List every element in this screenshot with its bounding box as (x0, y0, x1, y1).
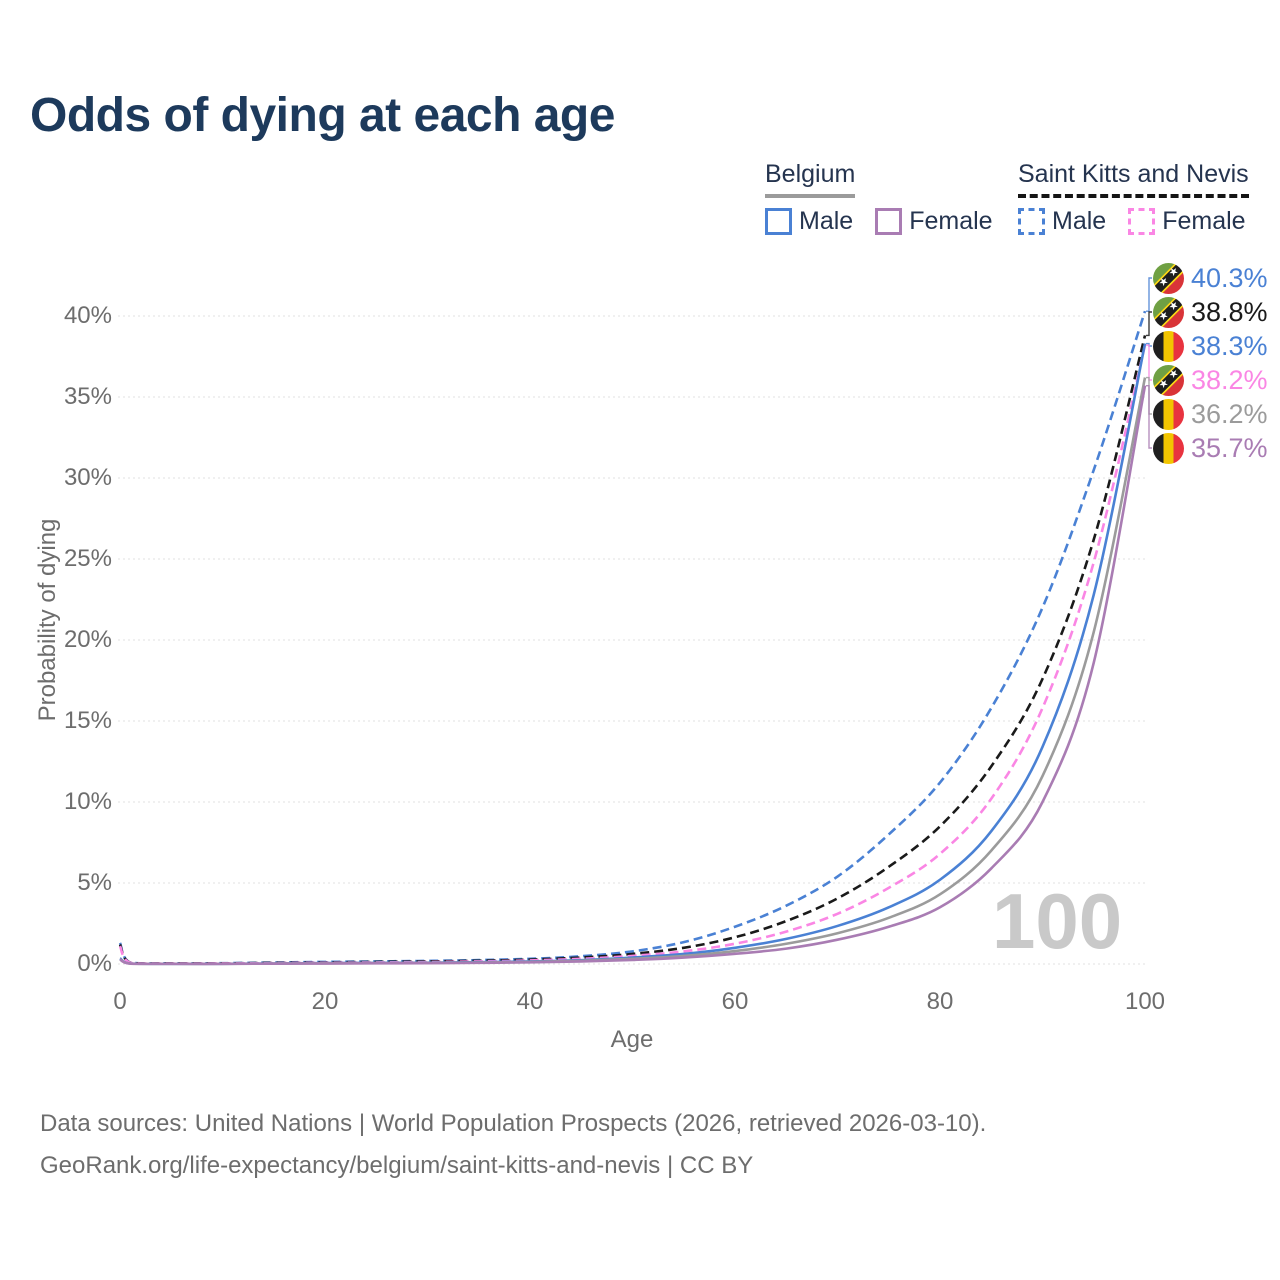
x-tick-label: 100 (1124, 988, 1166, 1015)
legend-item-skn-female[interactable]: Female (1128, 207, 1246, 236)
belgium-flag-icon (1153, 432, 1184, 464)
end-value: 38.2% (1191, 364, 1268, 395)
series-end-label: 38.2% (1153, 364, 1268, 396)
y-axis-title: Probability of dying (34, 518, 61, 722)
y-tick-label: 15% (63, 707, 112, 734)
legend-group-skn: Saint Kitts and Nevis Male Female (1018, 160, 1249, 236)
x-axis-title: Age (610, 1026, 654, 1053)
series-end-label: 38.3% (1153, 330, 1268, 362)
end-value: 40.3% (1191, 262, 1268, 293)
y-tick-label: 5% (77, 869, 112, 896)
legend-country-belgium[interactable]: Belgium (765, 160, 856, 198)
legend-item-skn-male[interactable]: Male (1018, 207, 1106, 236)
legend-item-label: Female (909, 207, 993, 235)
belgium-male-swatch-icon (765, 208, 792, 235)
series-end-label: 38.8% (1153, 296, 1268, 328)
x-tick-label: 20 (311, 988, 339, 1015)
x-tick-label: 60 (721, 988, 749, 1015)
label-connector (1146, 311, 1152, 337)
series-end-label: 35.7% (1153, 432, 1268, 464)
hover-age-watermark: 100 (992, 877, 1123, 965)
legend-row-belgium: Male Female (765, 207, 993, 236)
legend-item-belgium-male[interactable]: Male (765, 207, 853, 236)
x-tick-label: 0 (113, 988, 127, 1015)
label-connector (1146, 384, 1152, 449)
legend-row-skn: Male Female (1018, 207, 1249, 236)
belgium-flag-icon (1153, 398, 1184, 430)
legend-group-belgium: Belgium Male Female (765, 160, 993, 236)
x-tick-label: 80 (926, 988, 954, 1015)
saint-kitts-and-nevis-flag-icon (1153, 364, 1184, 396)
end-value: 38.3% (1191, 330, 1268, 361)
series-line (118, 310, 1147, 965)
y-tick-label: 25% (63, 545, 112, 572)
end-value: 36.2% (1191, 398, 1268, 429)
x-tick-label: 40 (516, 988, 544, 1015)
series-line (119, 385, 1147, 966)
label-connector (1146, 277, 1152, 312)
data-sources-note: Data sources: United Nations | World Pop… (40, 1110, 987, 1137)
series-line (119, 343, 1147, 966)
skn-male-swatch-icon (1018, 208, 1045, 235)
page-title: Odds of dying at each age (30, 89, 615, 142)
skn-female-swatch-icon (1128, 208, 1156, 235)
label-connector (1146, 344, 1152, 381)
belgium-flag-icon (1153, 330, 1184, 362)
legend-country-skn[interactable]: Saint Kitts and Nevis (1018, 160, 1249, 198)
end-value: 35.7% (1191, 432, 1268, 463)
series-line (118, 344, 1147, 965)
y-tick-label: 40% (63, 302, 112, 329)
y-tick-label: 20% (63, 626, 112, 653)
saint-kitts-and-nevis-flag-icon (1153, 262, 1184, 294)
belgium-female-swatch-icon (875, 208, 903, 235)
legend-item-label: Male (799, 207, 854, 235)
y-tick-label: 35% (63, 383, 112, 410)
legend-item-label: Male (1052, 207, 1107, 235)
legend-item-belgium-female[interactable]: Female (875, 207, 993, 236)
y-tick-label: 0% (77, 950, 112, 977)
y-tick-label: 30% (63, 464, 112, 491)
end-value: 38.8% (1191, 296, 1268, 327)
attribution-link[interactable]: GeoRank.org/life-expectancy/belgium/sain… (40, 1152, 754, 1179)
saint-kitts-and-nevis-flag-icon (1153, 296, 1184, 328)
series-end-label: 36.2% (1153, 398, 1268, 430)
legend-item-label: Female (1162, 207, 1246, 235)
series-end-label: 40.3% (1153, 262, 1268, 294)
y-tick-label: 10% (63, 788, 112, 815)
